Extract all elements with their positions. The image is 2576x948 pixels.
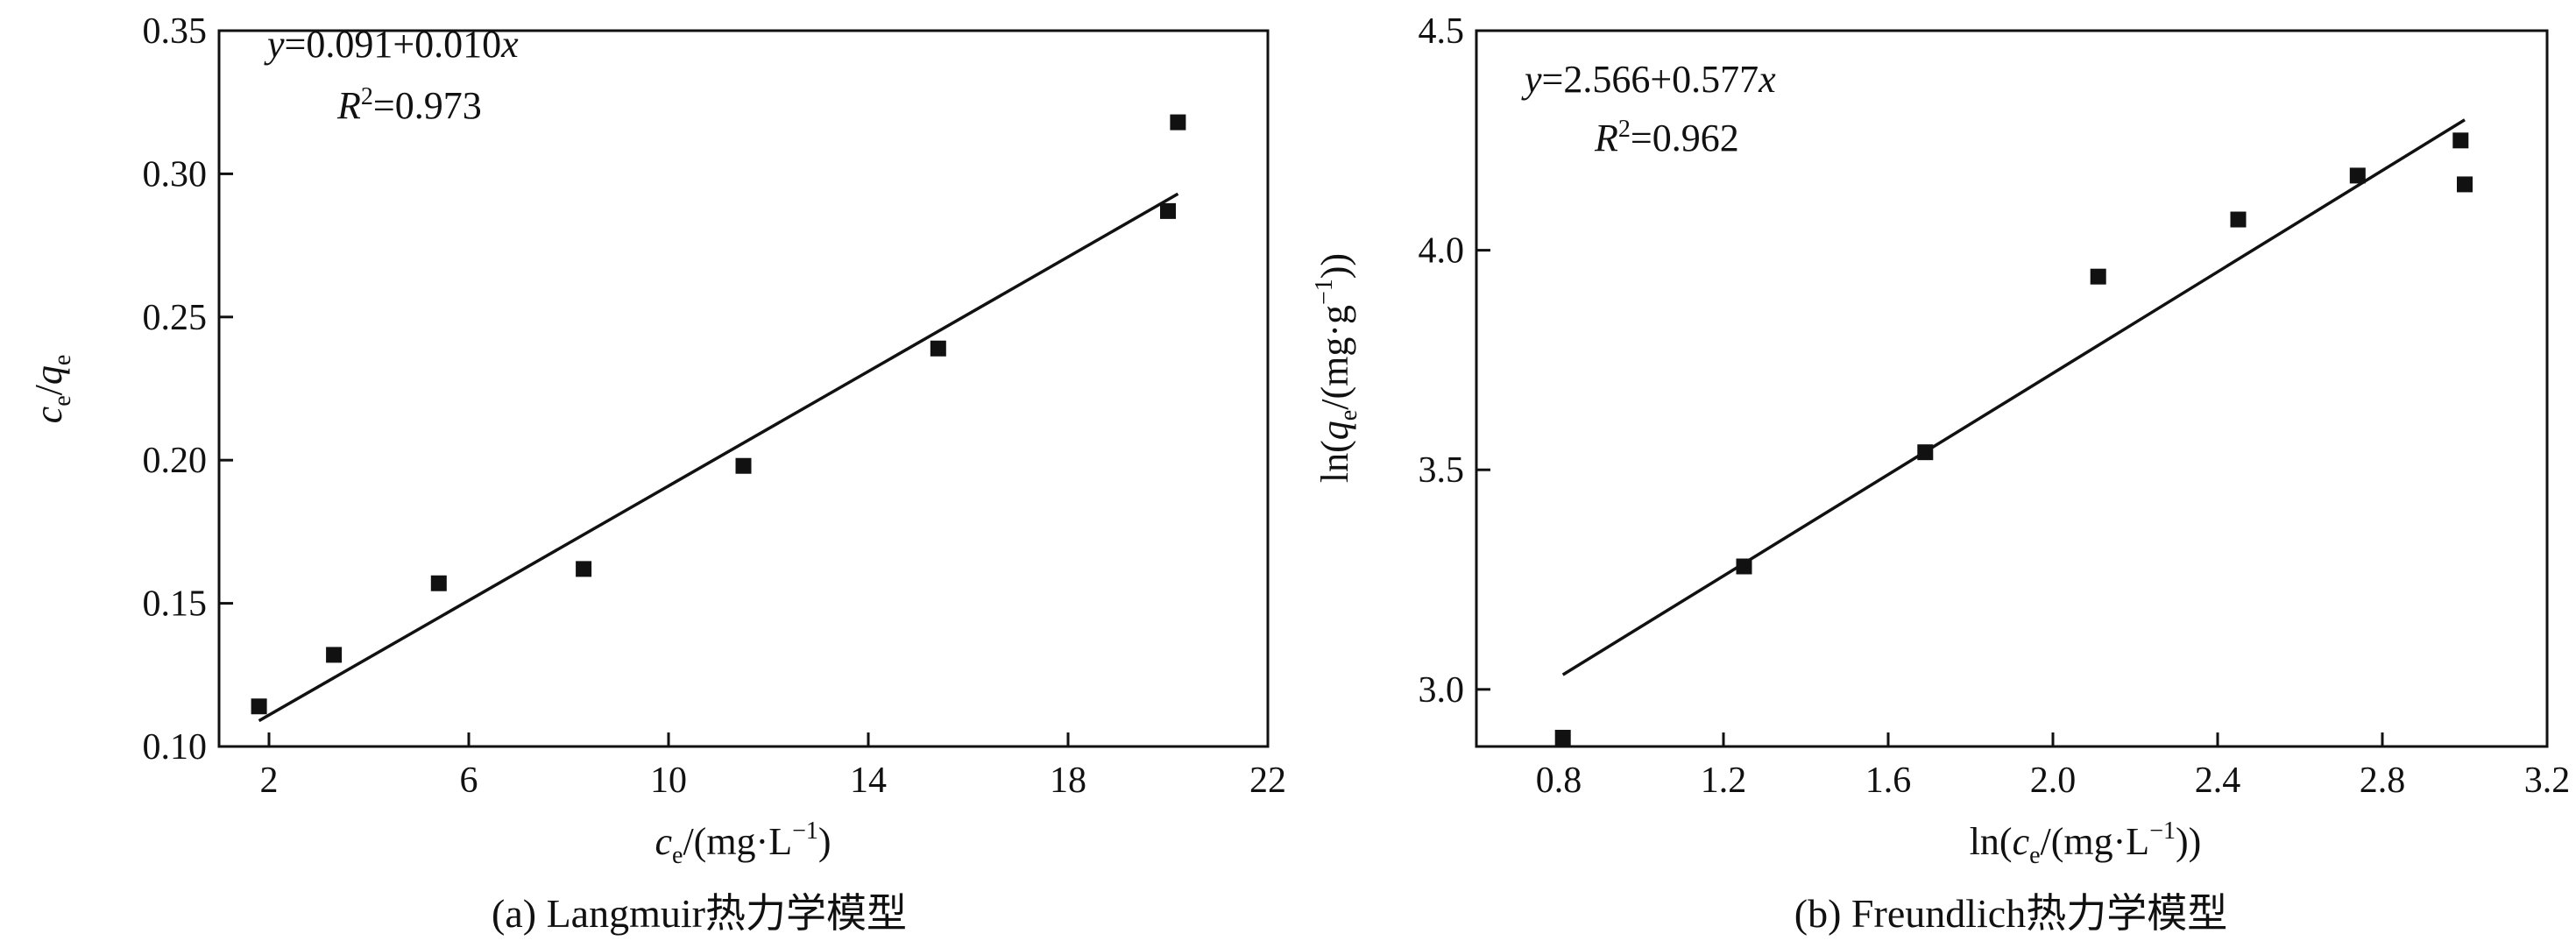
fit-line bbox=[1561, 118, 2466, 676]
y-tick-label: 0.35 bbox=[143, 11, 208, 52]
y-tick-label: 3.0 bbox=[1419, 670, 1465, 711]
panel-b: 0.8 1.2 1.6 2.0 2.4 2.8 3.2 3.0 3.5 4.0 4.5 y=2.5… bbox=[1311, 11, 2570, 936]
data-point bbox=[2349, 167, 2366, 184]
panel-a: 2 6 10 14 18 22 0.10 0.15 0.20 0.25 0.30 0.35 y=0.… bbox=[27, 11, 1286, 936]
x-tick-label: 22 bbox=[1249, 761, 1286, 801]
x-tick-label: 1.2 bbox=[1701, 761, 1747, 801]
data-point bbox=[2230, 211, 2247, 228]
x-tick-label: 6 bbox=[460, 761, 478, 801]
data-point bbox=[930, 340, 946, 357]
data-point bbox=[735, 457, 752, 474]
panel-a-equation: y=0.091+0.010x bbox=[264, 23, 519, 66]
panel-b-r-squared: R2=0.962 bbox=[1594, 116, 1739, 159]
data-point bbox=[326, 647, 343, 663]
y-tick-label: 0.15 bbox=[143, 584, 208, 625]
y-tick-label: 0.25 bbox=[143, 298, 208, 338]
panel-b-x-axis-label: ln(ce/(mg·L−1)) bbox=[1970, 817, 2202, 869]
data-point bbox=[576, 561, 592, 577]
data-point bbox=[2090, 268, 2106, 285]
x-tick-label: 2.0 bbox=[2030, 761, 2077, 801]
panel-a-caption: (a) Langmuir热力学模型 bbox=[492, 891, 907, 936]
panel-b-points bbox=[1554, 132, 2473, 746]
panel-b-y-axis-label: ln(qe/(mg·g−1)) bbox=[1311, 253, 1362, 483]
x-tick-label: 3.2 bbox=[2524, 761, 2571, 801]
x-tick-label: 18 bbox=[1050, 761, 1086, 801]
data-point bbox=[1160, 202, 1176, 219]
x-tick-label: 1.6 bbox=[1865, 761, 1912, 801]
x-tick-label: 14 bbox=[850, 761, 887, 801]
panel-a-x-axis-label: ce/(mg·L−1) bbox=[655, 817, 831, 869]
x-tick-label: 10 bbox=[650, 761, 687, 801]
panel-a-plot-frame bbox=[217, 29, 1270, 748]
fit-line bbox=[258, 192, 1179, 723]
x-tick-label: 2.4 bbox=[2195, 761, 2241, 801]
panel-a-points bbox=[251, 114, 1186, 715]
data-point bbox=[1554, 729, 1571, 746]
panel-a-fit-line bbox=[258, 192, 1179, 723]
y-tick-label: 4.5 bbox=[1419, 11, 1465, 52]
panel-a-x-ticks: 2 6 10 14 18 22 bbox=[260, 732, 1286, 801]
y-tick-label: 0.10 bbox=[143, 727, 208, 768]
panel-b-caption: (b) Freundlich热力学模型 bbox=[1794, 891, 2227, 936]
data-point bbox=[2452, 132, 2469, 149]
y-tick-label: 0.20 bbox=[143, 441, 208, 481]
data-point bbox=[251, 698, 267, 715]
data-point bbox=[430, 575, 447, 591]
data-point bbox=[1736, 558, 1752, 575]
x-tick-label: 0.8 bbox=[1536, 761, 1582, 801]
panel-a-r-squared: R2=0.973 bbox=[336, 83, 482, 127]
panel-a-y-axis-label: ce/qe bbox=[27, 355, 76, 424]
data-point bbox=[1170, 114, 1186, 131]
data-point bbox=[1917, 444, 1934, 461]
panel-b-fit-line bbox=[1561, 118, 2466, 676]
panel-b-x-ticks: 0.8 1.2 1.6 2.0 2.4 2.8 3.2 bbox=[1536, 732, 2571, 801]
panel-b-y-ticks: 3.0 3.5 4.0 4.5 bbox=[1419, 11, 1490, 711]
x-tick-label: 2 bbox=[260, 761, 279, 801]
x-tick-label: 2.8 bbox=[2360, 761, 2406, 801]
panel-a-y-ticks: 0.10 0.15 0.20 0.25 0.30 0.35 bbox=[143, 11, 233, 768]
data-point bbox=[2457, 176, 2473, 193]
y-tick-label: 0.30 bbox=[143, 154, 208, 195]
panel-b-equation: y=2.566+0.577x bbox=[1521, 58, 1776, 101]
y-tick-label: 4.0 bbox=[1419, 231, 1465, 272]
y-tick-label: 3.5 bbox=[1419, 450, 1465, 491]
panel-b-plot-frame bbox=[1475, 29, 2549, 748]
